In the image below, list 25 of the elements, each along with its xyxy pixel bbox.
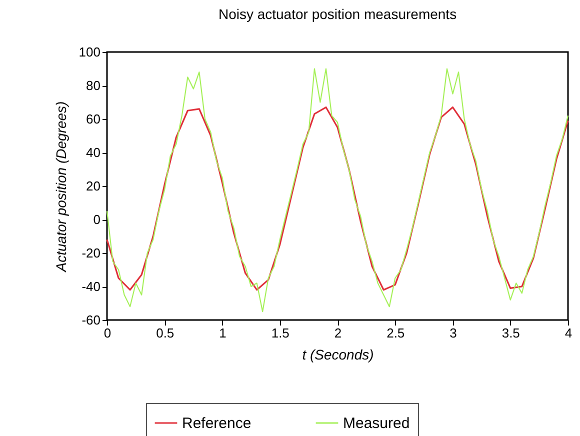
y-tick-label: -60 (82, 312, 100, 328)
x-tick-label: 1.5 (271, 326, 290, 340)
x-tick-label: 2.5 (386, 326, 405, 340)
y-tick-label: 80 (86, 78, 100, 93)
x-tick-label: 1 (219, 326, 226, 340)
y-tick-label: 40 (86, 145, 100, 160)
line-series (106, 106, 569, 291)
x-tick-label: 3.5 (502, 326, 520, 340)
y-tick-label: 20 (86, 178, 100, 194)
y-tick-label: 0 (93, 212, 100, 227)
y-tick-label: -20 (82, 246, 100, 260)
x-tick-label: 0 (104, 326, 112, 340)
x-tick-label: 2 (334, 326, 342, 340)
y-tick-label: -40 (82, 279, 100, 294)
legend-label: Reference (182, 415, 252, 432)
x-tick-label: 0.5 (156, 326, 174, 340)
line-series (106, 68, 569, 312)
y-tick-label: 100 (78, 44, 100, 60)
y-axis-title: Actuator position (Degrees) (52, 101, 69, 273)
legend-label: Measured (343, 415, 410, 432)
x-axis-title: t (Seconds) (302, 346, 374, 362)
y-tick-label: 60 (86, 112, 100, 126)
x-tick-label: 4 (564, 326, 572, 340)
chart-title: Noisy actuator position measurements (218, 6, 457, 22)
x-tick-label: 3 (450, 326, 457, 340)
